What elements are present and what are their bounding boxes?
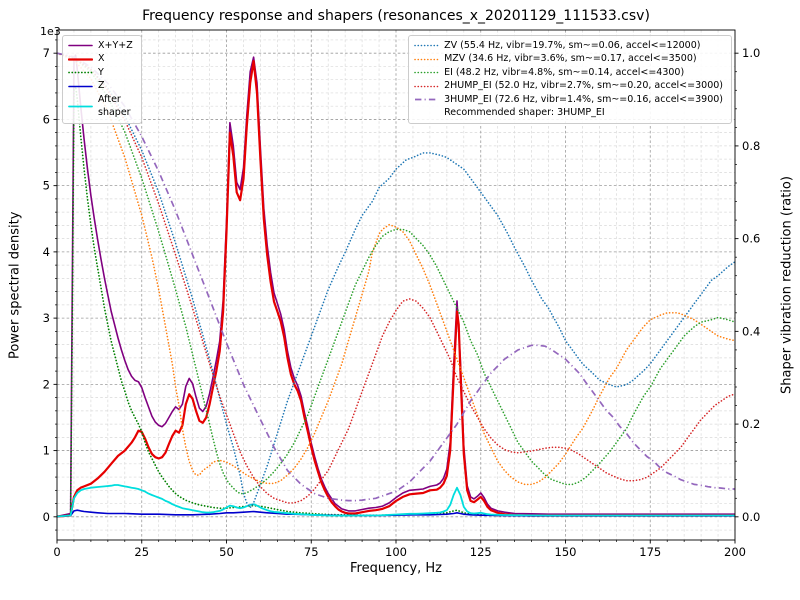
legend-item-z: Z xyxy=(68,79,133,92)
legend-item-ei: EI (48.2 Hz, vibr=4.8%, sm~=0.14, accel<… xyxy=(414,66,723,79)
y-left-tick-label: 4 xyxy=(43,245,50,259)
x-tick-label: 25 xyxy=(134,545,149,559)
legend-line-sample xyxy=(68,105,93,108)
legend-item-3hump-ei: 3HUMP_EI (72.6 Hz, vibr=1.4%, sm~=0.16, … xyxy=(414,93,723,106)
curve-ei xyxy=(57,52,735,495)
y-left-tick-label: 5 xyxy=(43,179,50,193)
x-tick-label: 200 xyxy=(724,545,746,559)
curve-2hump-ei xyxy=(57,52,735,504)
legend-line-sample xyxy=(414,58,439,61)
y-right-tick-label: 0.0 xyxy=(742,510,760,524)
legend-label: Y xyxy=(98,66,104,78)
legend-label: After shaper xyxy=(98,93,131,119)
legend-line-sample xyxy=(415,98,439,101)
legend-item-recommended-shaper-note: Recommended shaper: 3HUMP_EI xyxy=(414,106,723,119)
x-tick-label: 0 xyxy=(53,545,60,559)
legend-line-sample xyxy=(414,44,439,47)
x-tick-label: 175 xyxy=(639,545,661,559)
legend-item-x-y-z: X+Y+Z xyxy=(68,39,133,52)
chart-title: Frequency response and shapers (resonanc… xyxy=(142,8,650,24)
y-left-tick-label: 0 xyxy=(43,510,50,524)
y-left-tick-label: 3 xyxy=(43,311,50,325)
curve-y xyxy=(57,85,735,518)
y-left-tick-label: 7 xyxy=(43,46,50,60)
legend-label: 3HUMP_EI (72.6 Hz, vibr=1.4%, sm~=0.16, … xyxy=(444,93,723,105)
legend-label: MZV (34.6 Hz, vibr=3.6%, sm~=0.17, accel… xyxy=(444,53,697,65)
legend-label: ZV (55.4 Hz, vibr=19.7%, sm~=0.06, accel… xyxy=(444,40,701,51)
legend-label: X+Y+Z xyxy=(98,40,133,51)
x-tick-label: 50 xyxy=(219,545,234,559)
legend-item-zv: ZV (55.4 Hz, vibr=19.7%, sm~=0.06, accel… xyxy=(414,39,723,52)
y-axis-right-label: Shaper vibration reduction (ratio) xyxy=(779,176,795,394)
x-tick-label: 125 xyxy=(470,545,492,559)
legend-label: X xyxy=(98,53,105,65)
psd-legend: X+Y+Z X Y Z After shaper xyxy=(62,35,142,124)
legend-line-sample xyxy=(68,44,93,47)
legend-item-2hump-ei: 2HUMP_EI (52.0 Hz, vibr=2.7%, sm~=0.20, … xyxy=(414,79,723,92)
legend-item-mzv: MZV (34.6 Hz, vibr=3.6%, sm~=0.17, accel… xyxy=(414,52,723,65)
legend-item-after-shaper: After shaper xyxy=(68,93,133,120)
legend-line-sample xyxy=(68,85,93,87)
y-left-tick-label: 2 xyxy=(43,377,50,391)
x-tick-label: 75 xyxy=(304,545,319,559)
curve-after-shaper xyxy=(57,484,735,518)
y-axis-offset-text: 1e3 xyxy=(40,25,61,38)
curve-x xyxy=(57,59,735,518)
legend-line-sample xyxy=(414,71,439,74)
legend-line-sample xyxy=(414,85,439,87)
legend-label: Recommended shaper: 3HUMP_EI xyxy=(444,107,605,119)
y-right-tick-label: 0.2 xyxy=(742,417,760,431)
y-right-tick-label: 0.6 xyxy=(742,232,760,246)
y-right-tick-label: 1.0 xyxy=(742,46,760,60)
legend-label: EI (48.2 Hz, vibr=4.8%, sm~=0.14, accel<… xyxy=(444,66,685,78)
shaper-legend: ZV (55.4 Hz, vibr=19.7%, sm~=0.06, accel… xyxy=(408,35,732,124)
legend-label: 2HUMP_EI (52.0 Hz, vibr=2.7%, sm~=0.20, … xyxy=(444,80,723,92)
legend-item-y: Y xyxy=(68,66,133,79)
y-left-tick-label: 6 xyxy=(43,112,50,126)
legend-line-sample xyxy=(68,71,93,74)
y-right-tick-label: 0.8 xyxy=(742,139,760,153)
y-right-tick-label: 0.4 xyxy=(742,324,760,338)
curve-zv xyxy=(57,52,735,509)
y-left-tick-label: 1 xyxy=(43,444,50,458)
y-axis-left-label: Power spectral density xyxy=(7,211,23,359)
legend-sample-spacer xyxy=(414,108,439,119)
legend-label: Z xyxy=(98,80,105,92)
x-tick-label: 100 xyxy=(385,545,407,559)
x-axis-label: Frequency, Hz xyxy=(349,561,443,576)
x-tick-label: 150 xyxy=(555,545,577,559)
legend-line-sample xyxy=(68,58,93,61)
legend-item-x: X xyxy=(68,52,133,65)
